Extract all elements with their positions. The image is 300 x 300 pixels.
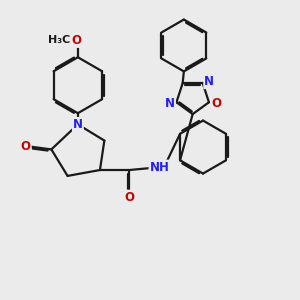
Text: O: O [211,97,221,110]
Text: O: O [21,140,31,153]
Text: O: O [71,34,81,47]
Text: N: N [204,75,214,88]
Text: H₃C: H₃C [49,35,71,46]
Text: N: N [165,97,175,110]
Text: O: O [124,190,134,204]
Text: N: N [73,118,83,131]
Text: NH: NH [149,160,170,174]
